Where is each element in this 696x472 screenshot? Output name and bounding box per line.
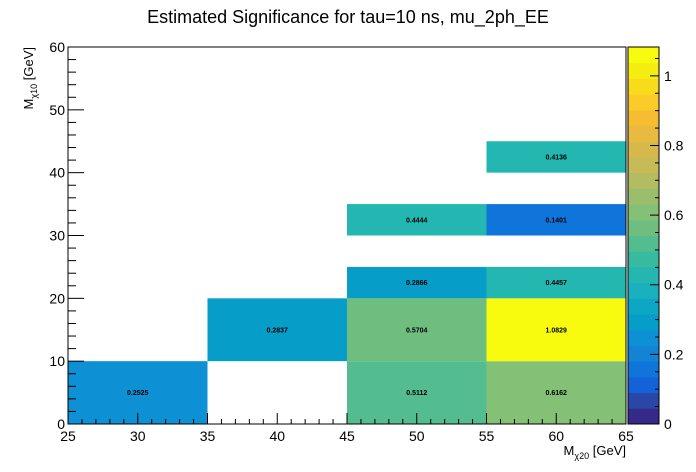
- color-scale-step: [628, 94, 659, 111]
- cell-value-label: 0.2525: [127, 390, 149, 397]
- cell-value-label: 0.6162: [546, 390, 568, 397]
- x-axis: 25 30 35 40 45 50 55 60 65: [60, 413, 634, 444]
- color-scale-step: [628, 376, 659, 394]
- color-scale-step: [628, 298, 659, 315]
- cell-value-label: 1.0829: [546, 327, 568, 334]
- heatmap-cell: [486, 266, 626, 299]
- y-axis-title-main: M: [21, 99, 36, 110]
- y-tick-label: 10: [49, 353, 65, 369]
- cell-value-label: 0.1401: [546, 217, 568, 224]
- x-tick-label: 60: [548, 428, 564, 444]
- color-scale-step: [628, 125, 659, 142]
- color-scale-step: [628, 219, 659, 236]
- chart-title: Estimated Significance for tau=10 ns, mu…: [147, 7, 549, 28]
- y-axis-title-subscript: χ10: [29, 84, 39, 99]
- x-tick-label: 65: [618, 428, 634, 444]
- cell-value-label: 0.2837: [267, 327, 289, 334]
- color-scale-step: [628, 282, 659, 299]
- color-scale-step: [628, 251, 659, 268]
- x-axis-title-subscript: χ20: [574, 451, 589, 461]
- cell-value-label: 0.5704: [406, 327, 428, 334]
- x-tick-label: 45: [339, 428, 355, 444]
- color-scale-step: [628, 235, 659, 252]
- z-tick-label: 0.8: [664, 137, 684, 153]
- color-scale-step: [628, 392, 659, 409]
- x-axis-title-main: M: [564, 443, 575, 458]
- cell-value-label: 0.4136: [546, 154, 568, 161]
- y-axis: 0 10 20 30 40 50 60: [49, 39, 84, 432]
- heatmap-cell: [486, 298, 626, 362]
- heatmap-cell: [207, 298, 347, 362]
- z-tick-label: 0: [664, 416, 672, 432]
- heatmap-cell: [347, 298, 487, 362]
- color-scale-bar: 0 0.2 0.4 0.6 0.8 1: [627, 46, 684, 432]
- cell-value-label: 0.4444: [406, 217, 428, 224]
- cell-value-label: 0.2866: [406, 280, 428, 287]
- color-scale-step: [628, 345, 659, 362]
- color-scale-step: [628, 109, 659, 127]
- heatmap-cell: [347, 204, 487, 236]
- color-scale-step: [628, 47, 659, 64]
- color-scale-step: [628, 408, 659, 425]
- z-tick-label: 0.4: [664, 277, 684, 293]
- y-axis-title-unit: [GeV]: [21, 47, 36, 84]
- color-scale-step: [628, 78, 659, 95]
- y-tick-label: 30: [49, 228, 65, 244]
- x-tick-label: 30: [130, 428, 146, 444]
- z-tick-label: 0.2: [664, 346, 684, 362]
- x-tick-label: 50: [409, 428, 425, 444]
- color-scale-step: [628, 329, 659, 346]
- heatmap-cell: [347, 266, 487, 299]
- color-scale-step: [628, 172, 659, 189]
- z-tick-label: 1: [664, 68, 672, 84]
- color-scale-step: [628, 361, 659, 378]
- heatmap-cells: 0.2525 0.5112 0.6162 0.2837 0.5704 1.0829 0.28…: [68, 141, 626, 424]
- x-axis-title-unit: [GeV]: [589, 443, 626, 458]
- x-tick-label: 35: [200, 428, 216, 444]
- y-tick-label: 50: [49, 102, 65, 118]
- color-scale-step: [628, 314, 659, 331]
- color-scale-step: [628, 204, 659, 221]
- color-scale-step: [628, 62, 659, 79]
- heatmap-cell: [486, 141, 626, 173]
- y-axis-title: Mχ10 [GeV]: [21, 47, 39, 109]
- y-tick-label: 0: [57, 416, 65, 432]
- y-tick-label: 20: [49, 290, 65, 306]
- z-tick-label: 0.6: [664, 207, 684, 223]
- x-axis-title: Mχ20 [GeV]: [564, 443, 626, 461]
- cell-value-label: 0.4457: [546, 280, 568, 287]
- heatmap-cell: [486, 204, 626, 236]
- y-tick-label: 40: [49, 165, 65, 181]
- x-tick-label: 40: [269, 428, 285, 444]
- color-scale-step: [628, 188, 659, 205]
- color-scale-step: [628, 156, 659, 174]
- color-scale-step: [628, 266, 659, 284]
- cell-value-label: 0.5112: [406, 390, 427, 397]
- color-scale-border: [627, 46, 660, 425]
- x-tick-label: 25: [60, 428, 76, 444]
- y-tick-label: 60: [49, 39, 65, 55]
- color-scale-step: [628, 141, 659, 158]
- x-tick-label: 55: [479, 428, 495, 444]
